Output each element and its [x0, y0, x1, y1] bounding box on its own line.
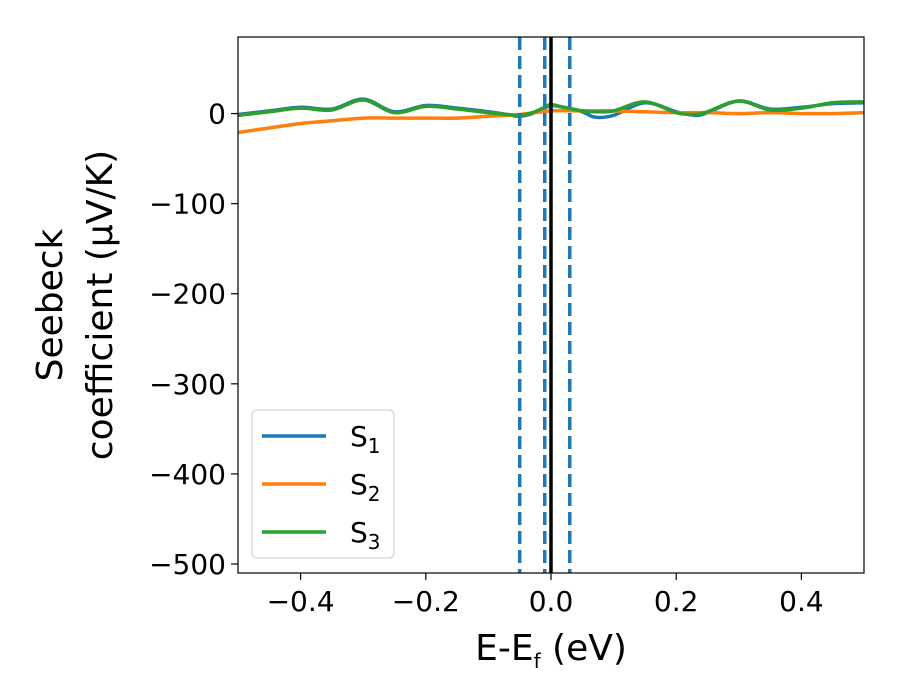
x-tick-label: 0.2	[654, 585, 699, 618]
y-axis-label-group: Seebeck coefficient (μV/K)	[30, 150, 121, 460]
legend-items: S1 S2 S3	[262, 420, 381, 554]
legend-label-s1: S1	[350, 420, 381, 458]
x-tick-label: −0.4	[267, 585, 335, 618]
x-tick-label: 0.4	[779, 585, 824, 618]
x-axis-label: E-Ef (eV)	[475, 628, 627, 673]
y-axis-label-line1: Seebeck	[30, 228, 71, 381]
x-tick-label: 0.0	[529, 585, 574, 618]
x-tick-label: −0.2	[392, 585, 460, 618]
y-axis-label-line2: coefficient (μV/K)	[80, 150, 121, 460]
y-tick-label: −100	[149, 188, 226, 221]
legend-label-s3: S3	[350, 516, 381, 554]
y-tick-label: −400	[149, 458, 226, 491]
y-tick-label: −500	[149, 548, 226, 581]
vertical-lines	[517, 37, 572, 573]
legend-label-s2: S2	[350, 468, 381, 506]
legend: S1 S2 S3	[251, 409, 395, 559]
y-tick-label: −200	[149, 278, 226, 311]
x-axis-ticks: −0.4 −0.2 0.0 0.2 0.4	[267, 573, 824, 618]
y-axis-ticks: 0 −100 −200 −300 −400 −500	[149, 98, 238, 581]
y-tick-label: −300	[149, 368, 226, 401]
y-tick-label: 0	[208, 98, 226, 131]
